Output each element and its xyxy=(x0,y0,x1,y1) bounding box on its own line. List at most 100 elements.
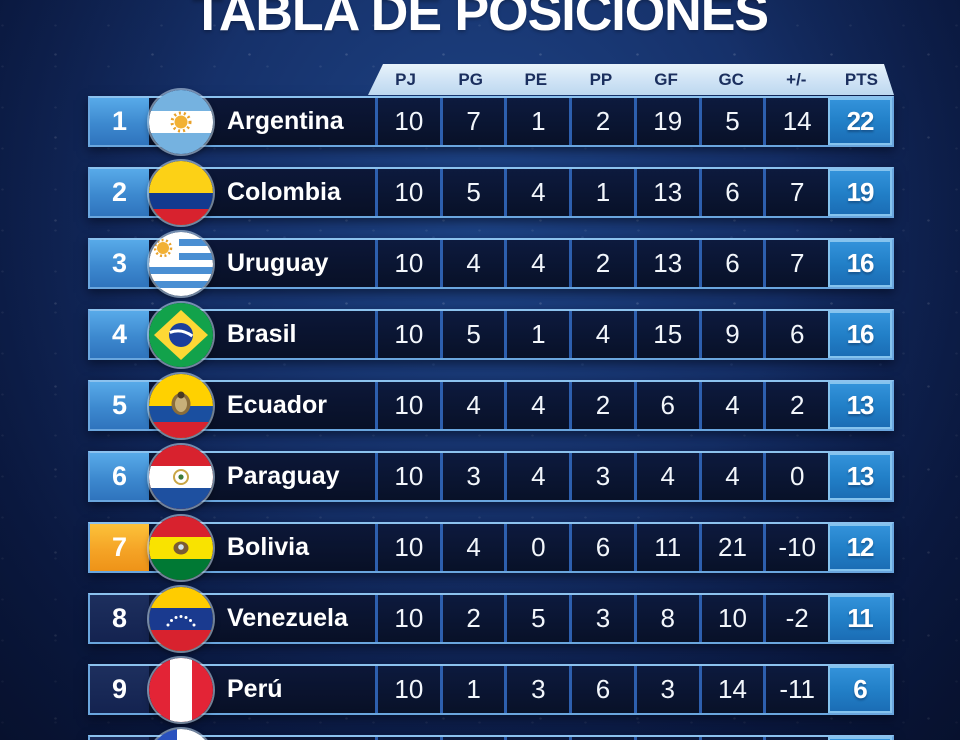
points-cell: 16 xyxy=(828,311,893,358)
team-cell: Argentina xyxy=(149,89,375,154)
column-header-PTS: PTS xyxy=(844,69,878,89)
stat-cell: 14 xyxy=(763,98,829,145)
stat-cell: 3 xyxy=(633,666,699,713)
stat-cell: 10 xyxy=(375,453,440,500)
position-cell: 8 xyxy=(90,595,149,642)
stat-cell: 5 xyxy=(439,311,505,358)
stat-cell: 19 xyxy=(633,98,699,145)
stat-cell: 21 xyxy=(698,524,764,571)
position-cell: 3 xyxy=(90,240,149,287)
stat-cell: 10 xyxy=(375,666,440,713)
column-header-PJ: PJ xyxy=(395,69,416,89)
stat-cell: 1 xyxy=(439,666,505,713)
position-cell xyxy=(90,737,149,740)
colombia-flag-icon xyxy=(149,160,213,225)
stat-cell: 4 xyxy=(698,453,764,500)
stat-cell: 8 xyxy=(633,595,699,642)
chile-flag-icon xyxy=(149,728,213,740)
stat-cell xyxy=(504,737,570,740)
stat-cell: 14 xyxy=(698,666,764,713)
stat-cell: 4 xyxy=(504,382,570,429)
table-row: 7 Bolivia 10 4 0 6 11 21 -10 12 xyxy=(88,515,894,580)
stat-cell xyxy=(763,737,829,740)
stat-cell: 2 xyxy=(439,595,505,642)
stat-cell: -11 xyxy=(763,666,829,713)
stat-cell: 6 xyxy=(698,169,764,216)
table-row: 4 Brasil 10 5 1 4 15 9 6 16 xyxy=(88,302,894,367)
team-cell: Paraguay xyxy=(149,444,375,509)
stat-cell: 4 xyxy=(439,240,505,287)
stat-cell: 2 xyxy=(763,382,829,429)
stat-cell: 4 xyxy=(504,169,570,216)
stat-cell: 2 xyxy=(569,240,634,287)
stat-cell: 2 xyxy=(569,382,634,429)
stat-cell: 10 xyxy=(375,98,440,145)
team-cell: Perú xyxy=(149,657,375,722)
page-title: TABLA DE POSICIONES xyxy=(191,0,769,42)
team-cell: Colombia xyxy=(149,160,375,225)
stat-cell: 6 xyxy=(569,524,634,571)
column-headers: PJ PG PE PP GF GC +/- PTS xyxy=(368,64,894,95)
team-name: Paraguay xyxy=(227,462,340,490)
position-cell: 7 xyxy=(90,524,149,571)
table-row xyxy=(88,728,894,740)
stat-cell: 13 xyxy=(633,169,699,216)
position-cell: 9 xyxy=(90,666,149,713)
points-cell: 12 xyxy=(828,524,893,571)
column-header-PG: PG xyxy=(458,69,483,89)
stat-cell: 3 xyxy=(439,453,505,500)
stat-cell: 6 xyxy=(633,382,699,429)
stat-cell: 10 xyxy=(375,240,440,287)
points-cell: 6 xyxy=(828,666,893,713)
table-row: 3 Uruguay 10 4 4 2 13 6 7 16 xyxy=(88,231,894,296)
table-row: 9 Perú 10 1 3 6 3 14 -11 6 xyxy=(88,657,894,722)
team-cell: Venezuela xyxy=(149,586,375,651)
position-cell: 4 xyxy=(90,311,149,358)
stat-cell: 1 xyxy=(504,98,570,145)
ecuador-flag-icon xyxy=(149,373,213,438)
table-row: 6 Paraguay 10 3 4 3 4 4 0 13 xyxy=(88,444,894,509)
stat-cell: 6 xyxy=(698,240,764,287)
team-name: Bolivia xyxy=(227,533,309,561)
team-cell: Ecuador xyxy=(149,373,375,438)
table-row: 8 Venezuela 10 2 5 3 8 10 -2 11 xyxy=(88,586,894,651)
stat-cell: 10 xyxy=(375,169,440,216)
position-cell: 1 xyxy=(90,98,149,145)
table-row: 5 Ecuador 10 4 4 2 6 4 2 13 xyxy=(88,373,894,438)
points-cell: 19 xyxy=(828,169,893,216)
team-name: Brasil xyxy=(227,320,297,348)
team-name: Argentina xyxy=(227,107,344,135)
team-cell xyxy=(149,728,375,740)
points-cell: 13 xyxy=(828,382,893,429)
team-cell: Uruguay xyxy=(149,231,375,296)
stat-cell: 0 xyxy=(763,453,829,500)
stat-cell: 3 xyxy=(569,595,634,642)
table-row: 2 Colombia 10 5 4 1 13 6 7 19 xyxy=(88,160,894,225)
column-header-+/-: +/- xyxy=(786,69,807,89)
team-cell: Bolivia xyxy=(149,515,375,580)
stat-cell: 3 xyxy=(504,666,570,713)
stat-cell: 10 xyxy=(375,382,440,429)
standings-rows: 1 Argentina 10 7 1 2 19 5 14 22 2 Colombia 10 5 4 1 13 6… xyxy=(88,89,894,740)
column-header-GC: GC xyxy=(718,69,744,89)
stat-cell: -10 xyxy=(763,524,829,571)
stat-cell xyxy=(569,737,634,740)
team-name: Colombia xyxy=(227,178,341,206)
paraguay-flag-icon xyxy=(149,444,213,509)
points-cell: 13 xyxy=(828,453,893,500)
column-header-PP: PP xyxy=(589,69,613,89)
peru-flag-icon xyxy=(149,657,213,722)
stat-cell: 4 xyxy=(439,524,505,571)
table-row: 1 Argentina 10 7 1 2 19 5 14 22 xyxy=(88,89,894,154)
column-header-GF: GF xyxy=(654,69,678,89)
team-name: Ecuador xyxy=(227,391,328,419)
stat-cell: 4 xyxy=(439,382,505,429)
team-name: Perú xyxy=(227,675,283,703)
stat-cell: 4 xyxy=(698,382,764,429)
stat-cell: 5 xyxy=(439,169,505,216)
stat-cell: 4 xyxy=(504,453,570,500)
points-cell: 11 xyxy=(828,595,893,642)
stat-cell: 10 xyxy=(375,595,440,642)
position-cell: 5 xyxy=(90,382,149,429)
